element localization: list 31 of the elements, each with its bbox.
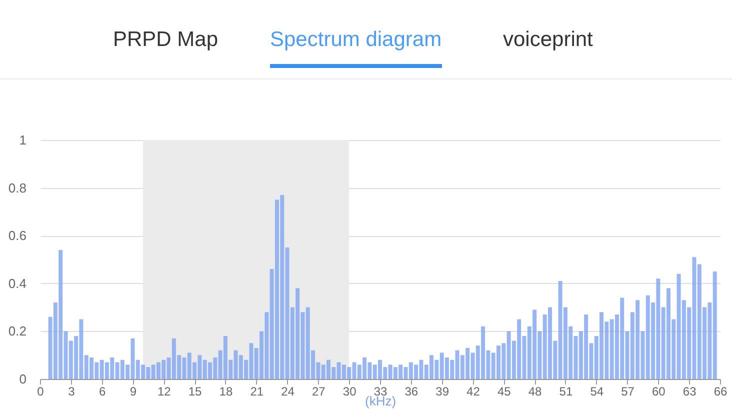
x-tick-label: 54	[590, 384, 604, 398]
x-tick-label: 15	[188, 384, 202, 398]
x-tick-label: 36	[404, 384, 418, 398]
text: Spectrum diagram	[270, 28, 442, 68]
x-tick-label: 66	[714, 384, 728, 398]
x-tick-label: 60	[652, 384, 666, 398]
y-tick-label: 0.2	[8, 324, 26, 339]
x-tick-label: 21	[250, 384, 264, 398]
x-tick-label: 27	[312, 384, 326, 398]
text: PRPD Map	[113, 28, 218, 52]
x-tick-label: 39	[436, 384, 450, 398]
x-tick-label: 30	[342, 384, 357, 398]
x-tick-label: 0	[37, 384, 44, 398]
y-tick-label: 1	[19, 132, 26, 148]
x-tick-label: 3	[68, 384, 76, 398]
x-tick-label: 63	[682, 384, 697, 398]
x-tick-label: 57	[621, 384, 635, 398]
x-tick-label: 45	[497, 384, 512, 398]
x-tick-label: 6	[98, 384, 106, 398]
x-tick-label: 24	[281, 384, 295, 398]
y-tick-label: 0.6	[8, 228, 26, 244]
x-tick-label: 9	[130, 384, 137, 398]
x-tick-label: 12	[157, 384, 172, 398]
y-tick-label: 0.4	[8, 276, 26, 291]
x-tick-label: 48	[528, 384, 542, 398]
x-tick-label: 51	[559, 384, 573, 398]
text: voiceprint	[503, 28, 593, 52]
y-tick-label: 0.8	[8, 180, 26, 196]
x-tick-label: 42	[466, 384, 480, 398]
x-tick-label: 18	[219, 384, 233, 398]
y-tick-label: 0	[19, 372, 26, 386]
